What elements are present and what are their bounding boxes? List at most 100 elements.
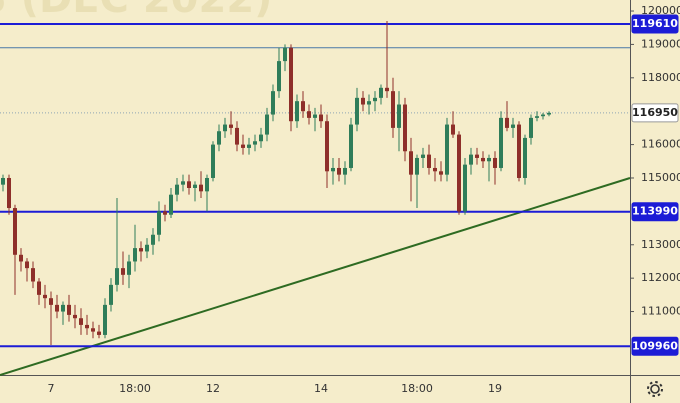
price-tag [631, 103, 679, 123]
candle-body [427, 154, 431, 168]
y-tick-label: 111000 [641, 305, 680, 318]
candle-body [415, 157, 419, 175]
candle-body [115, 268, 119, 285]
candle-body [343, 167, 347, 175]
candle-body [301, 101, 305, 112]
candle-body [31, 268, 35, 282]
price-tag [631, 14, 679, 34]
candle-body [241, 144, 245, 148]
candle-body [511, 124, 515, 128]
candle-body [19, 254, 23, 262]
watermark: S (DEC 2022) [0, 0, 272, 22]
candle-body [295, 101, 299, 122]
candle-body [157, 211, 161, 235]
candle-body [547, 112, 551, 115]
gear[interactable] [650, 384, 660, 394]
candle-body [523, 137, 527, 178]
candle-body [79, 318, 83, 325]
candle-body [103, 304, 107, 335]
candle-body [175, 184, 179, 195]
candle-body [331, 167, 335, 172]
candle-body [421, 154, 425, 158]
candle-body [289, 47, 293, 122]
candle-body [337, 167, 341, 175]
candle-body [367, 101, 371, 105]
candle-body [505, 117, 509, 128]
candle-body [463, 164, 467, 212]
candle-body [13, 208, 17, 255]
y-tick-label: 116000 [641, 138, 680, 151]
candle-body [325, 121, 329, 172]
candle-body [433, 167, 437, 172]
price-tag-label: 116950 [632, 106, 678, 119]
candle-body [385, 87, 389, 92]
candle-body [25, 261, 29, 269]
price-tag-label: 109960 [632, 339, 678, 352]
x-tick-label: 12 [206, 382, 220, 395]
candle-body [121, 268, 125, 275]
price-tag-label: 119610 [632, 17, 678, 30]
candle-body [493, 157, 497, 168]
candle-body [361, 97, 365, 105]
candle-body [1, 177, 5, 185]
candle-body [211, 144, 215, 178]
candle-body [517, 124, 521, 178]
candle-body [259, 134, 263, 142]
candle-body [445, 124, 449, 175]
candle-body [133, 248, 137, 262]
candle-body [145, 244, 149, 252]
candle-body [109, 284, 113, 305]
candle-body [283, 47, 287, 62]
candle-body [223, 124, 227, 132]
candle-body [169, 194, 173, 215]
candle-body [319, 114, 323, 122]
candle-body [529, 117, 533, 138]
candle-body [43, 294, 47, 299]
x-tick-label: 18:00 [401, 382, 433, 395]
candle-body [265, 114, 269, 135]
candle-body [307, 111, 311, 118]
candle-body [37, 281, 41, 295]
candle-body [355, 97, 359, 125]
candle-body [541, 114, 545, 117]
candle-body [481, 157, 485, 162]
candle-body [7, 177, 11, 209]
candle-body [397, 104, 401, 128]
x-tick-label: 7 [48, 382, 55, 395]
candle-body [469, 154, 473, 165]
y-tick-label: 120000 [641, 4, 680, 17]
candle-body [205, 177, 209, 192]
candle-body [91, 328, 95, 332]
candle-body [127, 261, 131, 275]
y-tick-label: 115000 [641, 171, 680, 184]
candle-body [475, 154, 479, 158]
candle-body [439, 171, 443, 175]
x-tick-label: 19 [488, 382, 502, 395]
candle-body [229, 124, 233, 128]
candle-body [313, 114, 317, 118]
candle-body [451, 124, 455, 135]
candle-body [181, 181, 185, 185]
candle-body [349, 124, 353, 168]
x-tick-label: 18:00 [119, 382, 151, 395]
y-tick-label: 119000 [641, 37, 680, 50]
price-tag [631, 202, 679, 222]
price-tag [631, 336, 679, 356]
candle-body [73, 314, 77, 319]
candle-body [49, 298, 53, 305]
candle-body [247, 144, 251, 148]
candle-body [67, 304, 71, 315]
candle-body [277, 61, 281, 92]
candle-body [457, 134, 461, 212]
candle-body [235, 127, 239, 145]
y-tick-label: 118000 [641, 71, 680, 84]
y-tick-label: 113000 [641, 238, 680, 251]
x-tick-label: 14 [314, 382, 328, 395]
candle-body [151, 234, 155, 245]
candle-body [253, 141, 257, 145]
gear-teeth[interactable] [647, 381, 663, 397]
settings-icon[interactable] [647, 381, 663, 397]
candle-body [373, 97, 377, 102]
candle-body [217, 131, 221, 145]
